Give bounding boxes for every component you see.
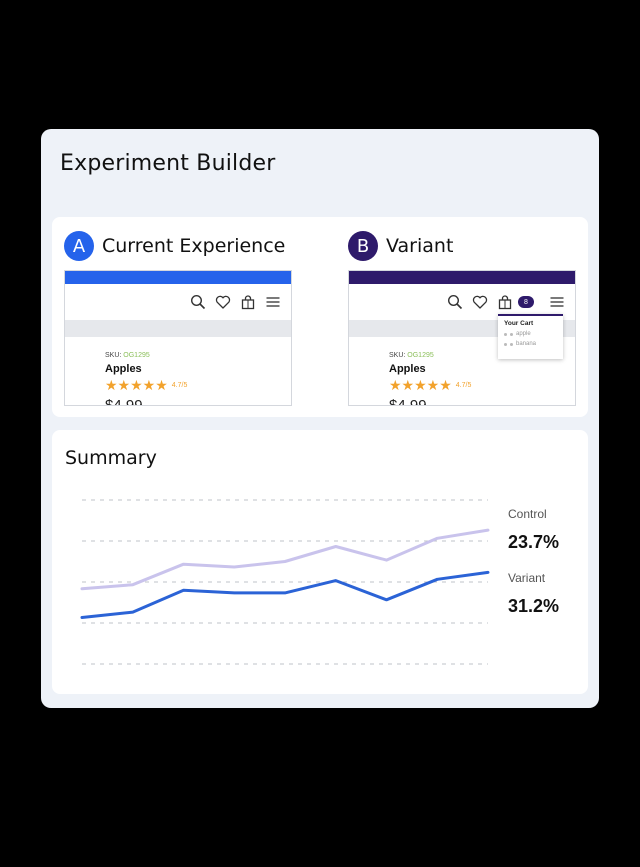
legend-variant-label: Variant bbox=[508, 571, 546, 585]
search-icon bbox=[447, 294, 463, 310]
summary-panel: Summary Control 23.7% Variant 31.2% bbox=[52, 430, 588, 694]
cart-item: banana bbox=[504, 341, 557, 347]
bullet-icon bbox=[504, 342, 507, 346]
product-sku: SKU: OG1295 bbox=[389, 352, 434, 359]
menu-icon bbox=[266, 297, 280, 307]
star-rating-icon: ★★★★★ bbox=[389, 377, 452, 393]
variant-a-label: Current Experience bbox=[102, 235, 286, 257]
cart-popover-title: Your Cart bbox=[504, 320, 534, 327]
legend-control-value: 23.7% bbox=[508, 532, 560, 552]
menu-icon bbox=[550, 297, 564, 307]
product-name: Apples bbox=[105, 363, 142, 375]
summary-line-chart bbox=[80, 499, 490, 665]
heart-icon bbox=[472, 295, 488, 309]
variant-b-header[interactable]: B Variant bbox=[348, 231, 453, 261]
search-icon bbox=[190, 294, 206, 310]
preview-topbar bbox=[65, 271, 291, 284]
star-rating-icon: ★★★★★ bbox=[105, 377, 168, 393]
bullet-icon bbox=[504, 332, 507, 336]
legend-variant-value: 31.2% bbox=[508, 596, 560, 616]
shopping-bag-icon bbox=[498, 295, 512, 310]
variant-b-badge: B bbox=[348, 231, 378, 261]
product-sku: SKU: OG1295 bbox=[105, 352, 150, 359]
preview-nav: 8 bbox=[349, 284, 575, 320]
cart-popover[interactable]: Your Cart apple banana bbox=[498, 314, 563, 359]
product-info: SKU: OG1295 Apples ★★★★★ 4.7/5 $4.99 bbox=[349, 337, 575, 406]
variant-b-label: Variant bbox=[386, 235, 454, 257]
bullet-icon bbox=[510, 342, 513, 346]
page-title: Experiment Builder bbox=[60, 151, 276, 176]
series-line-variant bbox=[80, 570, 490, 619]
product-rating: ★★★★★ 4.7/5 bbox=[105, 377, 291, 394]
cart-item: apple bbox=[504, 331, 557, 337]
product-info: SKU: OG1295 Apples ★★★★★ 4.7/5 $4.99 bbox=[65, 337, 291, 406]
variant-a-badge: A bbox=[64, 231, 94, 261]
variant-a-header[interactable]: A Current Experience bbox=[64, 231, 285, 261]
heart-icon bbox=[215, 295, 231, 309]
product-name: Apples bbox=[389, 363, 426, 375]
current-experience-preview[interactable]: SKU: OG1295 Apples ★★★★★ 4.7/5 $4.99 bbox=[64, 270, 292, 406]
rating-value: 4.7/5 bbox=[171, 382, 188, 389]
preview-nav bbox=[65, 284, 291, 320]
variant-preview[interactable]: 8 SKU: OG1295 Apples ★★★★★ 4.7/5 $4.99 Y… bbox=[348, 270, 576, 406]
legend-control-label: Control bbox=[508, 507, 547, 521]
shopping-bag-icon bbox=[241, 295, 255, 310]
cart-count-badge: 8 bbox=[518, 296, 534, 308]
product-price: $4.99 bbox=[389, 397, 427, 406]
product-price: $4.99 bbox=[105, 397, 143, 406]
preview-banner bbox=[65, 320, 291, 337]
experience-panel: A Current Experience B Variant SKU: OG12… bbox=[52, 217, 588, 417]
bullet-icon bbox=[510, 332, 513, 336]
rating-value: 4.7/5 bbox=[455, 382, 472, 389]
product-rating: ★★★★★ 4.7/5 bbox=[389, 377, 575, 394]
series-line-control bbox=[80, 528, 490, 591]
experiment-builder-card: Experiment Builder A Current Experience … bbox=[41, 129, 599, 708]
summary-title: Summary bbox=[65, 447, 157, 469]
preview-topbar bbox=[349, 271, 575, 284]
